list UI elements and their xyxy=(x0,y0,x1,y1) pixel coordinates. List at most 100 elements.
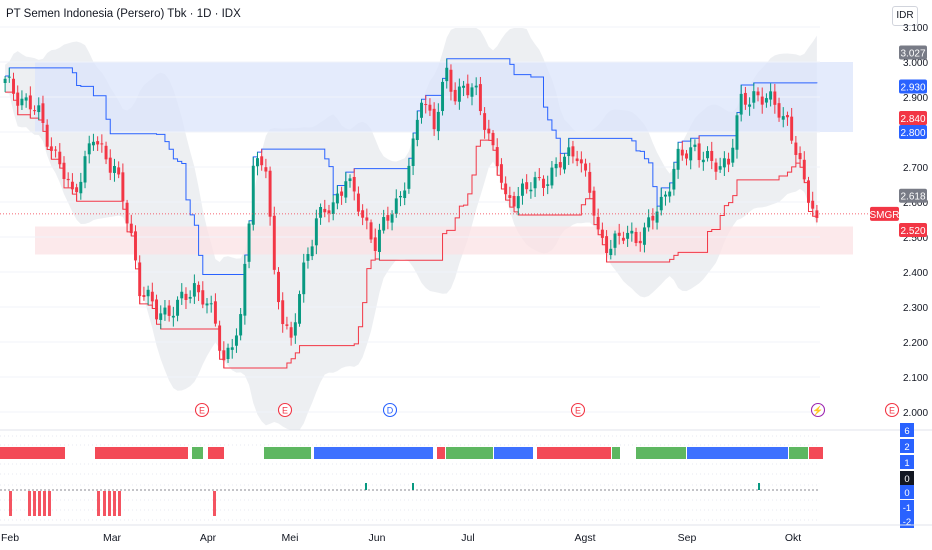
y-tick-label: 2.900 xyxy=(903,93,928,104)
event-marker-earnings xyxy=(277,402,293,418)
candle-body xyxy=(710,150,714,161)
candle-body xyxy=(91,141,95,146)
price-label-text: 2.800 xyxy=(900,128,925,139)
candle-body xyxy=(722,158,726,168)
trend-state-segment xyxy=(636,447,686,459)
price-label-text: 2.618 xyxy=(900,192,925,203)
price-label xyxy=(899,223,927,237)
candle-body xyxy=(651,215,655,221)
price-label-text: 3.027 xyxy=(900,49,925,60)
candle-body xyxy=(58,151,62,165)
candle-body xyxy=(676,148,680,170)
candle-body xyxy=(155,299,158,320)
candle-body xyxy=(377,229,381,252)
candle-body xyxy=(218,325,222,351)
candle-body xyxy=(462,85,466,88)
candle-body xyxy=(394,198,398,214)
candle-body xyxy=(33,110,37,112)
oscillator-bar xyxy=(97,491,100,516)
trend-state-segment xyxy=(314,447,433,459)
price-label-text: SMGR xyxy=(870,210,900,221)
event-marker-earnings xyxy=(570,402,586,418)
event-marker-text: D xyxy=(387,406,394,416)
trend-state-segment xyxy=(446,447,493,459)
candle-body xyxy=(634,231,638,243)
candle-body xyxy=(163,307,167,315)
candle-body xyxy=(171,315,175,318)
oscillator-tick-label: 0 xyxy=(904,474,909,485)
candle-body xyxy=(642,227,646,245)
candle-body xyxy=(474,85,478,88)
candle-body xyxy=(138,262,142,297)
candle-body xyxy=(558,162,562,168)
candle-body xyxy=(689,147,693,161)
candle-body xyxy=(298,294,302,324)
x-tick-label: Mar xyxy=(103,532,122,544)
candle-body xyxy=(432,108,436,130)
candle-body xyxy=(66,178,70,181)
candle-body xyxy=(323,208,327,213)
trend-state-segment xyxy=(437,447,445,459)
candle-body xyxy=(197,284,201,293)
candle-body xyxy=(344,181,348,198)
candle-body xyxy=(600,229,604,238)
candle-body xyxy=(264,167,268,172)
candle-body xyxy=(664,194,667,197)
candle-body xyxy=(495,147,499,167)
candle-body xyxy=(739,93,743,115)
candle-body xyxy=(369,222,373,240)
candle-body xyxy=(420,102,423,118)
x-tick-label: Jun xyxy=(369,532,386,544)
candle-body xyxy=(41,103,45,123)
candle-body xyxy=(83,156,87,183)
candle-body xyxy=(150,291,154,302)
candle-body xyxy=(213,301,217,324)
oscillator-bar xyxy=(113,491,116,516)
candle-body xyxy=(45,124,49,147)
event-marker-text: ⚡ xyxy=(812,405,823,417)
candle-body xyxy=(714,162,718,172)
candle-body xyxy=(508,195,512,198)
oscillator-bar xyxy=(118,491,121,516)
oscillator-tick-label: 6 xyxy=(904,426,909,437)
event-marker-earnings xyxy=(884,402,900,418)
candle-body xyxy=(12,78,15,94)
candle-body xyxy=(659,196,663,211)
currency-button[interactable]: IDR xyxy=(892,6,918,26)
candle-body xyxy=(424,104,428,106)
candle-body xyxy=(466,83,470,96)
y-tick-label: 3.000 xyxy=(903,58,928,69)
candle-body xyxy=(134,231,137,261)
candle-body xyxy=(478,84,482,112)
candle-body xyxy=(188,296,192,299)
candle-body xyxy=(142,295,146,297)
x-tick-label: Mei xyxy=(282,532,299,544)
candle-body xyxy=(146,289,150,297)
candle-body xyxy=(554,163,558,169)
price-label xyxy=(870,206,899,221)
oscillator-tick-flag xyxy=(900,500,914,514)
candle-body xyxy=(415,119,419,140)
candle-body xyxy=(24,97,28,101)
oscillator-bar xyxy=(213,491,216,516)
oscillator-tick-flag xyxy=(900,455,914,469)
candle-body xyxy=(798,153,802,160)
candle-body xyxy=(222,350,226,361)
y-tick-label: 2.000 xyxy=(903,408,928,419)
candle-body xyxy=(386,215,390,221)
candle-body xyxy=(260,156,264,166)
candle-body xyxy=(411,138,415,166)
oscillator-tick-label: 2 xyxy=(904,442,909,453)
y-tick-label: 3.100 xyxy=(903,23,928,34)
candle-body xyxy=(483,113,487,130)
trend-state-segment xyxy=(494,447,533,459)
candle-body xyxy=(516,196,520,209)
trend-state-segment xyxy=(95,447,188,459)
y-tick-label: 2.200 xyxy=(903,338,928,349)
candle-body xyxy=(247,223,251,262)
candle-body xyxy=(668,191,672,197)
trend-state-segment xyxy=(264,447,311,459)
candle-body xyxy=(382,217,386,231)
candle-body xyxy=(319,207,323,218)
